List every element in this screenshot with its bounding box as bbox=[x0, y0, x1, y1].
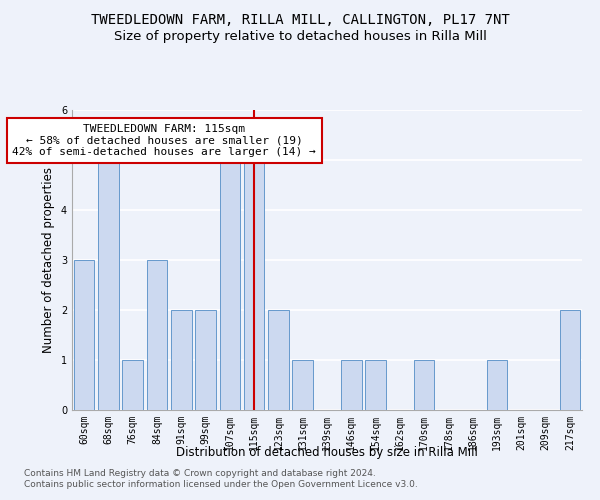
Bar bbox=[341, 360, 362, 410]
Bar bbox=[487, 360, 508, 410]
Bar bbox=[292, 360, 313, 410]
Bar bbox=[146, 260, 167, 410]
Bar bbox=[122, 360, 143, 410]
Bar bbox=[560, 310, 580, 410]
Bar bbox=[365, 360, 386, 410]
Bar bbox=[244, 160, 265, 410]
Bar bbox=[414, 360, 434, 410]
Text: TWEEDLEDOWN FARM, RILLA MILL, CALLINGTON, PL17 7NT: TWEEDLEDOWN FARM, RILLA MILL, CALLINGTON… bbox=[91, 12, 509, 26]
Y-axis label: Number of detached properties: Number of detached properties bbox=[43, 167, 55, 353]
Bar bbox=[74, 260, 94, 410]
Text: Size of property relative to detached houses in Rilla Mill: Size of property relative to detached ho… bbox=[113, 30, 487, 43]
Text: Contains public sector information licensed under the Open Government Licence v3: Contains public sector information licen… bbox=[24, 480, 418, 489]
Bar bbox=[220, 160, 240, 410]
Text: Contains HM Land Registry data © Crown copyright and database right 2024.: Contains HM Land Registry data © Crown c… bbox=[24, 468, 376, 477]
Bar bbox=[195, 310, 216, 410]
Bar bbox=[171, 310, 191, 410]
Text: Distribution of detached houses by size in Rilla Mill: Distribution of detached houses by size … bbox=[176, 446, 478, 459]
Text: TWEEDLEDOWN FARM: 115sqm
← 58% of detached houses are smaller (19)
42% of semi-d: TWEEDLEDOWN FARM: 115sqm ← 58% of detach… bbox=[13, 124, 316, 157]
Bar bbox=[268, 310, 289, 410]
Bar bbox=[98, 160, 119, 410]
